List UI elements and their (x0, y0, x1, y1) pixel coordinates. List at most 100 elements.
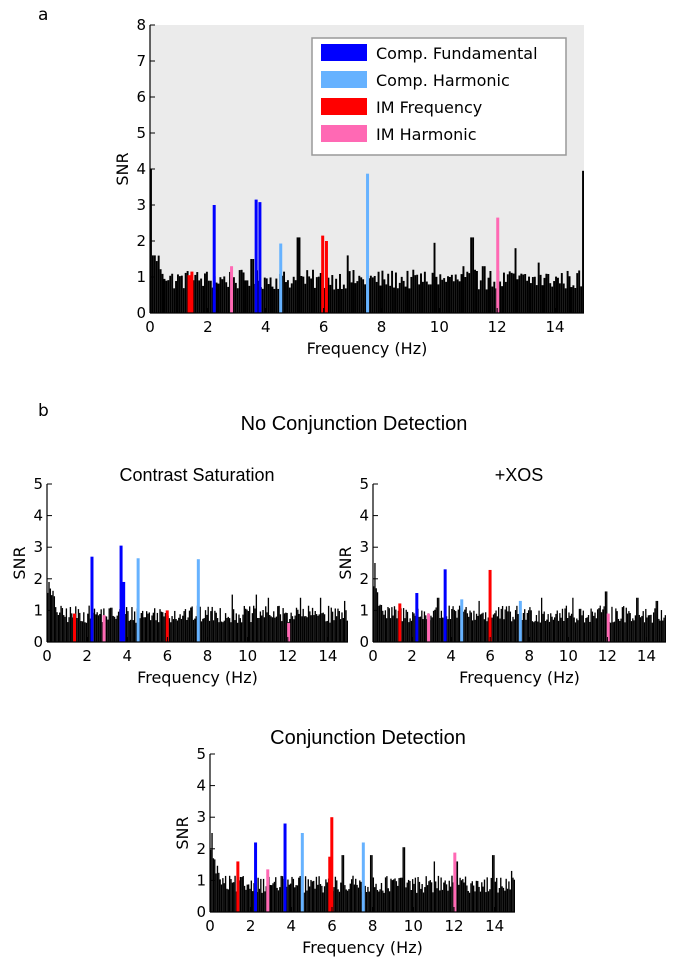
noise-bar (551, 616, 553, 642)
noise-bar (297, 609, 299, 642)
noise-bar (472, 237, 475, 313)
noise-bar (162, 612, 164, 642)
signal-bar-im-harmonic (606, 613, 610, 642)
noise-bar (426, 885, 429, 912)
noise-bar (435, 881, 437, 912)
noise-bar (194, 274, 197, 313)
signal-bar-im-harmonic (266, 869, 270, 912)
noise-bar (182, 615, 184, 642)
noise-bar (619, 620, 621, 642)
noise-bar (391, 270, 394, 313)
y-tick-label: 1 (33, 601, 43, 619)
noise-bar (379, 285, 382, 313)
noise-bar (348, 889, 350, 912)
y-tick-label: 4 (196, 777, 206, 795)
noise-bar (560, 273, 563, 313)
noise-bar (626, 613, 629, 642)
noise-bar (373, 275, 376, 313)
noise-bar (537, 262, 540, 313)
noise-bar (340, 289, 343, 313)
noise-bar (168, 618, 171, 642)
noise-bar (388, 608, 390, 642)
noise-bar (208, 620, 211, 642)
noise-bar (354, 283, 357, 313)
noise-bar (600, 612, 603, 642)
noise-bar (407, 879, 410, 912)
x-tick-label: 4 (287, 917, 297, 935)
noise-bar (574, 622, 577, 642)
noise-bar (633, 620, 635, 642)
noise-bar (387, 888, 389, 912)
x-tick-label: 8 (203, 647, 213, 665)
noise-bar (510, 870, 513, 912)
noise-bar (479, 280, 482, 313)
noise-bar (269, 884, 271, 912)
noise-bar (55, 607, 57, 642)
noise-bar (306, 617, 308, 642)
noise-bar (547, 614, 549, 642)
noise-bar (254, 608, 256, 642)
noise-bar (278, 605, 280, 642)
noise-bar (444, 880, 446, 912)
noise-bar (517, 614, 519, 642)
noise-bar (273, 611, 275, 642)
noise-bar (176, 620, 179, 642)
noise-bar (377, 271, 380, 313)
noise-bar (215, 612, 217, 642)
signal-bar-im-harmonic (230, 266, 234, 313)
noise-bar (367, 886, 369, 912)
noise-bar (342, 617, 344, 642)
noise-bar (500, 877, 502, 912)
noise-bar (108, 608, 110, 642)
x-axis-label: Frequency (Hz) (459, 668, 580, 687)
noise-bar (267, 597, 270, 642)
noise-bar (204, 610, 207, 642)
noise-bar (432, 892, 434, 912)
noise-bar (419, 616, 422, 642)
noise-bar (234, 875, 236, 912)
noise-bar (630, 621, 633, 642)
noise-bar (599, 605, 601, 642)
legend-label: Comp. Harmonic (376, 71, 510, 90)
noise-bar (650, 614, 652, 642)
noise-bar (457, 609, 459, 642)
noise-bar (560, 617, 562, 642)
signal-bar-comp-harmonic (361, 842, 365, 912)
noise-bar (329, 622, 331, 642)
noise-bar (236, 622, 239, 642)
y-tick-label: 1 (196, 871, 206, 889)
noise-bar (450, 274, 453, 313)
x-tick-label: 6 (163, 647, 173, 665)
noise-bar (337, 889, 339, 912)
noise-bar (312, 269, 314, 313)
noise-bar (508, 271, 511, 313)
noise-bar (596, 609, 599, 642)
noise-bar (544, 620, 547, 642)
noise-bar (198, 280, 201, 313)
noise-bar (286, 280, 289, 313)
noise-bar (401, 621, 403, 642)
noise-bar (295, 885, 297, 912)
signal-bar-im-frequency (328, 856, 332, 912)
noise-bar (356, 884, 358, 912)
noise-bar (319, 597, 322, 642)
noise-bar (337, 288, 340, 313)
noise-bar (371, 277, 374, 313)
noise-bar (331, 611, 334, 642)
noise-bar (458, 884, 460, 912)
noise-bar (163, 278, 166, 313)
noise-bar (304, 283, 307, 313)
noise-bar (570, 613, 573, 642)
noise-bar (232, 277, 235, 313)
x-tick-label: 10 (430, 318, 449, 336)
noise-bar (56, 612, 58, 642)
y-tick-label: 1 (359, 601, 369, 619)
noise-bar (124, 614, 126, 642)
noise-bar (194, 618, 196, 642)
noise-bar (203, 618, 205, 642)
noise-bar (275, 278, 278, 313)
noise-bar (469, 610, 471, 642)
noise-bar (302, 608, 304, 642)
noise-bar (458, 281, 461, 313)
